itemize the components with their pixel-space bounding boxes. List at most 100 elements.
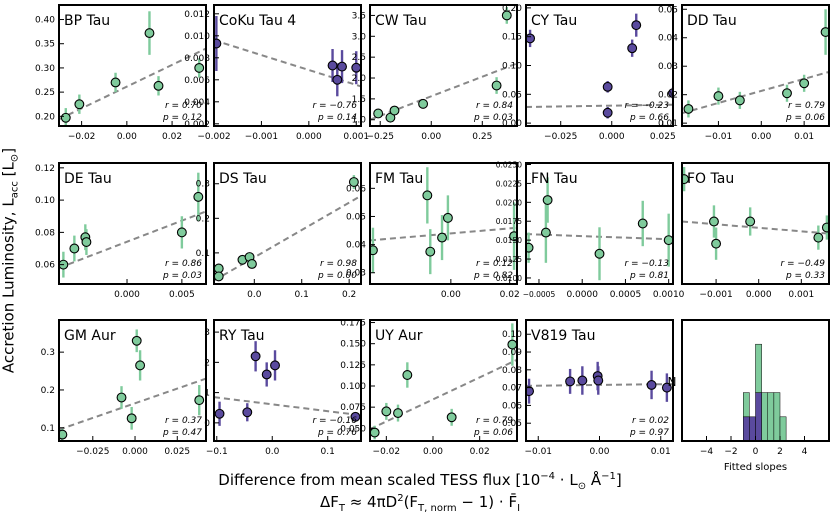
panel-slopes-histogram: N Fitted slopes −4 −2 0 2 4 [668,319,830,473]
y-tick-label: 0.2 [41,386,55,396]
x-tick-label: 0.001 [788,290,814,300]
y-tick-label: 0.03 [346,269,366,279]
stat-r: r = 0.98 [320,259,357,269]
x-tick-label: −0.001 [245,132,278,142]
y-tick-label: 0.05 [502,419,522,429]
data-point [491,80,502,91]
data-point [593,375,604,386]
fit-line [59,377,206,431]
data-point [337,61,347,72]
stat-p: p = 0.76 [317,428,357,438]
y-tick-label: 0.002 [184,120,210,130]
data-point [270,360,280,371]
stat-r: r = 0.37 [165,416,202,426]
data-point [74,99,85,110]
fit-line [370,358,517,431]
data-point [135,360,146,371]
x-tick-label: 0.0000 [566,290,598,300]
x-tick-label: −0.025 [544,132,577,142]
y-tick-label: 0.075 [340,403,366,413]
x-tick-label: −0.1 [206,447,228,457]
panel-title: GM Aur [64,328,116,344]
x-tick-label: 0.00 [751,132,771,142]
panel-v819-tau: V819 Tau r = 0.02 p = 0.97 −0.01 0.00 0.01 0.0… [502,319,674,457]
histogram-bar-purple [749,416,756,441]
y-tick-label: 0.1 [196,249,210,259]
histogram-bar-green [743,392,750,418]
x-tick-label: 0.01 [794,132,814,142]
panel-title: RY Tau [219,328,265,344]
data-point [820,27,829,37]
y-tick-label: 0.06 [502,401,522,411]
x-tick-label: 0.0 [265,447,280,457]
data-point [144,28,155,39]
stat-p: p = 0.33 [785,271,825,281]
y-tick-label: 0.150 [340,340,366,350]
y-tick-label: 0.20 [35,112,55,122]
axes-frame [369,162,518,285]
data-point [327,60,338,71]
x-tick-label: −0.01 [705,132,733,142]
data-point [351,62,361,73]
data-point [126,413,137,424]
y-tick-label: 0.40 [35,16,55,26]
x-tick-label: 0.01 [651,447,671,457]
data-point [246,258,257,269]
x-tick-label: 0.02 [500,290,520,300]
data-point [627,43,638,54]
data-point [637,218,648,229]
y-tick-label: 0.0150 [496,236,522,245]
data-point [81,237,92,248]
fit-line [682,220,829,235]
x-tick-label: −4 [700,447,714,457]
x-axis-label-line1: Difference from mean scaled TESS flux [1… [218,471,622,492]
panel-title: UY Aur [375,328,423,344]
y-tick-label: 0.3 [41,348,55,358]
panel-title: FO Tau [687,171,734,187]
data-point [711,238,722,249]
axes-frame [58,162,207,285]
data-point [446,412,457,423]
histogram-bar-green [761,392,768,441]
panel-ry-tau: RY Tau r = −0.16 p = 0.76 −0.1 0.0 0.1 0 1 2 3 [204,319,362,457]
y-tick-label: 2.5 [352,53,366,63]
data-point [709,216,719,227]
y-tick-label: 1 [204,389,210,399]
data-point [526,386,535,397]
data-point [214,271,224,282]
stat-r: r = 0.79 [476,416,513,426]
x-tick-label: −0.25 [366,132,394,142]
panel-title: FM Tau [375,171,423,187]
y-tick-label: 0.04 [658,34,678,44]
panel-uy-aur: UY Aur r = 0.79 p = 0.06 −0.02 0.00 0.02 0.050… [340,319,518,457]
y-tick-label: 3 [204,328,210,338]
y-tick-label: 0.08 [502,366,522,376]
data-point [646,379,657,390]
stat-p: p = 0.66 [629,113,669,123]
data-point [242,407,253,418]
panel-title: CW Tau [375,13,427,29]
x-tick-label: 0.0010 [653,290,685,300]
stat-r: r = 0.86 [165,259,202,269]
y-tick-label: 0.050 [340,424,366,434]
data-point [542,195,553,206]
y-tick-label: 0.05 [658,5,678,15]
data-point [350,411,361,422]
data-point [526,242,534,253]
axes-frame [681,4,830,127]
data-point [60,112,71,123]
stat-r: r = 0.12 [476,259,513,269]
histogram-bar-green [779,416,787,441]
x-tick-label: 0.000 [746,290,772,300]
data-point [565,376,576,387]
axes-frame [681,162,830,285]
panel-title: CoKu Tau 4 [219,13,296,29]
x-tick-label: −0.0005 [523,290,556,299]
data-point [602,107,613,118]
stat-r: r = 0.02 [632,416,669,426]
panel-fm-tau: FM Tau r = 0.12 p = 0.82 0.00 0.02 0.03 0.04 0.… [346,162,520,300]
x-tick-label: −0.001 [699,290,732,300]
y-tick-label: 0.07 [502,384,522,394]
y-tick-label: 0.1 [41,424,55,434]
